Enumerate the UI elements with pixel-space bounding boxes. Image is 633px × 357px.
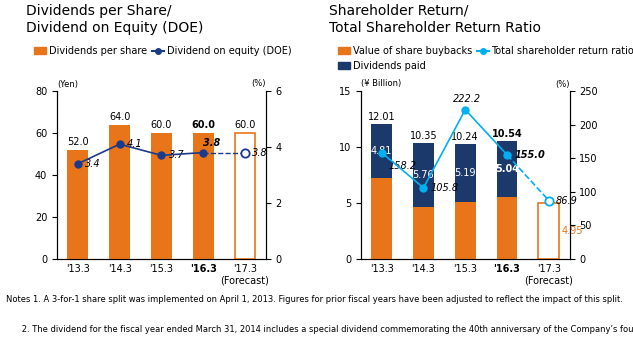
Bar — [68, 150, 89, 259]
Bar — [496, 197, 517, 259]
Text: 4.59: 4.59 — [413, 228, 434, 238]
Bar — [413, 207, 434, 259]
Bar — [496, 141, 517, 259]
Bar — [454, 202, 476, 259]
Text: 10.35: 10.35 — [410, 131, 437, 141]
Bar — [413, 143, 434, 259]
Text: 4.1: 4.1 — [127, 139, 142, 149]
Text: 64.0: 64.0 — [109, 112, 130, 122]
Text: Shareholder Return/
Total Shareholder Return Ratio: Shareholder Return/ Total Shareholder Re… — [329, 4, 541, 35]
Legend: Value of share buybacks, Dividends paid, Total shareholder return ratio: Value of share buybacks, Dividends paid,… — [334, 42, 633, 75]
Legend: Dividends per share, Dividend on equity (DOE): Dividends per share, Dividend on equity … — [30, 42, 295, 60]
Bar — [193, 133, 214, 259]
Text: 5.05: 5.05 — [454, 226, 476, 236]
Text: 222.2: 222.2 — [453, 94, 482, 104]
Text: (%): (%) — [251, 79, 266, 88]
Text: 52.0: 52.0 — [67, 137, 89, 147]
Text: 3.8: 3.8 — [252, 147, 268, 157]
Text: 60.0: 60.0 — [234, 120, 256, 130]
Text: 3.8: 3.8 — [203, 139, 220, 149]
Text: 5.76: 5.76 — [413, 170, 434, 180]
Text: 5.19: 5.19 — [454, 168, 476, 178]
Bar — [235, 133, 256, 259]
Text: Notes 1. A 3-for-1 share split was implemented on April 1, 2013. Figures for pri: Notes 1. A 3-for-1 share split was imple… — [6, 295, 624, 303]
Bar — [110, 125, 130, 259]
Bar — [454, 144, 476, 259]
Bar — [371, 125, 392, 259]
Text: 60.0: 60.0 — [191, 120, 215, 130]
Text: 3.4: 3.4 — [85, 159, 101, 169]
Text: 4.81: 4.81 — [371, 146, 392, 156]
Text: 10.54: 10.54 — [492, 129, 522, 139]
Text: 60.0: 60.0 — [151, 120, 172, 130]
Text: 86.9: 86.9 — [556, 196, 578, 206]
Bar — [538, 203, 560, 259]
Text: 10.24: 10.24 — [451, 132, 479, 142]
Text: 4.95: 4.95 — [561, 226, 583, 236]
Text: 5.04: 5.04 — [495, 164, 519, 174]
Text: (¥ Billion): (¥ Billion) — [361, 79, 401, 88]
Text: 2. The dividend for the fiscal year ended March 31, 2014 includes a special divi: 2. The dividend for the fiscal year ende… — [6, 325, 633, 334]
Text: (Yen): (Yen) — [57, 80, 78, 89]
Text: 5.50: 5.50 — [495, 223, 519, 233]
Text: 7.20: 7.20 — [371, 213, 392, 223]
Text: 3.7: 3.7 — [168, 150, 184, 160]
Text: 155.0: 155.0 — [514, 150, 545, 160]
Bar — [371, 178, 392, 259]
Text: 158.2: 158.2 — [389, 161, 417, 171]
Text: 105.8: 105.8 — [430, 183, 459, 193]
Text: 12.01: 12.01 — [368, 112, 396, 122]
Bar — [151, 133, 172, 259]
Text: Dividends per Share/
Dividend on Equity (DOE): Dividends per Share/ Dividend on Equity … — [25, 4, 203, 35]
Text: (%): (%) — [555, 80, 570, 89]
